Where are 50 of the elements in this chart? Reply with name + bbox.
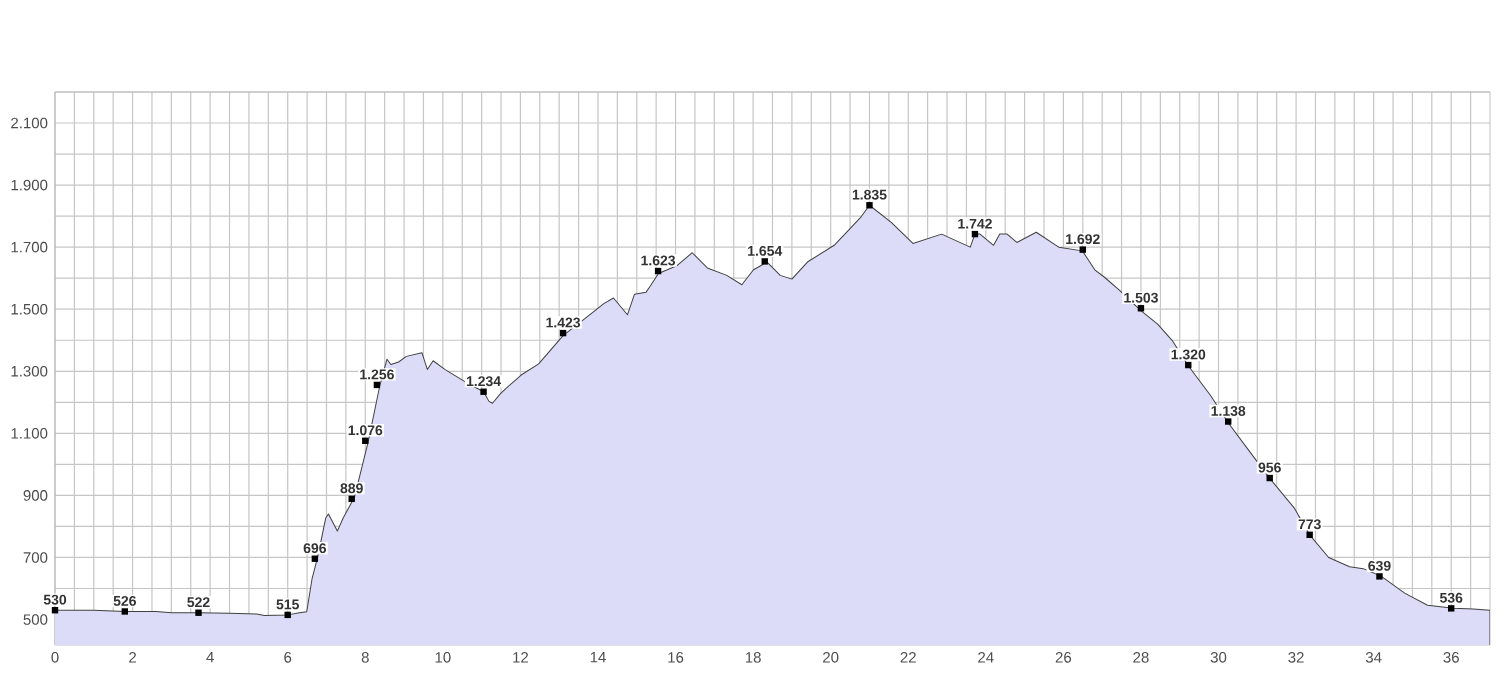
x-tick-label: 26 <box>1055 652 1072 663</box>
x-tick-label: 10 <box>435 652 451 663</box>
x-tick-label: 4 <box>206 652 214 663</box>
x-tick-label: 12 <box>513 652 528 663</box>
y-tick-label: 500 <box>23 614 48 625</box>
y-tick-label: 900 <box>23 490 48 501</box>
y-tick-label: 1.700 <box>11 241 48 253</box>
annotation: 1.623 <box>641 255 676 266</box>
x-tick-label: 36 <box>1443 652 1459 663</box>
annotation: 639 <box>1368 560 1391 571</box>
annotation: 530 <box>43 594 67 605</box>
x-tick-label: 0 <box>51 652 59 663</box>
x-tick-label: 18 <box>745 652 761 663</box>
annotation: 522 <box>187 597 210 608</box>
y-tick-label: 1.100 <box>11 428 48 439</box>
annotation: 1.503 <box>1124 292 1158 303</box>
y-tick-label: 700 <box>23 552 48 563</box>
x-tick-label: 30 <box>1210 652 1227 663</box>
x-tick-label: 22 <box>900 652 916 663</box>
annotation: 1.423 <box>546 317 581 328</box>
x-tick-label: 8 <box>361 652 369 663</box>
x-tick-label: 34 <box>1365 652 1382 663</box>
annotation: 696 <box>303 543 327 554</box>
x-tick-label: 28 <box>1133 652 1149 663</box>
annotation: 956 <box>1258 462 1281 473</box>
annotation: 773 <box>1298 519 1321 530</box>
x-tick-label: 6 <box>284 652 292 663</box>
annotation: 1.256 <box>360 369 394 380</box>
annotation: 536 <box>1439 592 1463 603</box>
y-tick-label: 1.900 <box>11 179 48 191</box>
annotation: 1.692 <box>1066 234 1100 245</box>
x-tick-label: 32 <box>1288 652 1304 663</box>
x-tick-label: 24 <box>978 652 994 663</box>
annotation: 1.742 <box>958 218 992 229</box>
annotation: 526 <box>113 595 136 606</box>
annotation: 515 <box>276 599 299 610</box>
y-tick-label: 1.500 <box>11 303 48 315</box>
x-tick-label: 2 <box>129 652 136 663</box>
annotation: 1.835 <box>852 189 887 200</box>
annotation: 1.138 <box>1211 406 1246 416</box>
x-tick-label: 16 <box>668 652 684 663</box>
annotation: 1.234 <box>466 376 502 387</box>
x-tick-label: 20 <box>823 652 839 663</box>
y-tick-label: 2.100 <box>11 117 48 129</box>
y-tick-label: 1.300 <box>11 365 48 377</box>
annotation: 1.320 <box>1171 349 1206 360</box>
x-tick-label: 14 <box>590 652 606 663</box>
annotation: 889 <box>340 483 363 494</box>
annotation: 1.654 <box>748 245 783 256</box>
annotation: 1.076 <box>348 425 383 436</box>
